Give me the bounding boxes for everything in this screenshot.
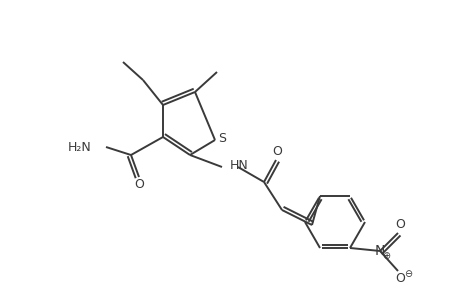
Text: O: O [134, 178, 144, 191]
Text: N: N [374, 244, 384, 258]
Text: ⊖: ⊖ [403, 269, 411, 279]
Text: O: O [394, 218, 404, 232]
Text: S: S [218, 131, 225, 145]
Text: O: O [394, 272, 404, 286]
Text: H₂N: H₂N [68, 140, 92, 154]
Text: ⊕: ⊕ [381, 251, 389, 261]
Text: HN: HN [230, 158, 248, 172]
Text: O: O [271, 145, 281, 158]
